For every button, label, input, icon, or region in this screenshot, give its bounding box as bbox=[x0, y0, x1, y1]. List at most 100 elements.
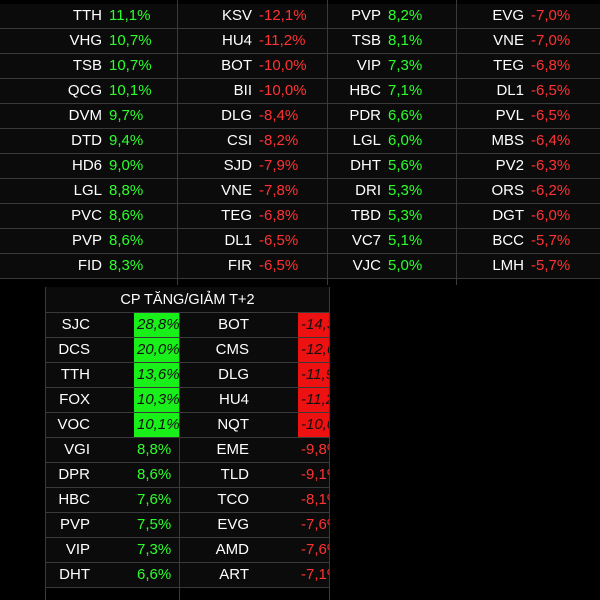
stock-symbol[interactable]: EVG bbox=[492, 7, 524, 24]
stock-symbol[interactable]: PVP bbox=[350, 7, 381, 24]
stock-symbol[interactable]: KSV bbox=[221, 7, 252, 24]
stock-symbol[interactable]: PVC bbox=[71, 207, 102, 224]
stock-symbol[interactable]: HD6 bbox=[71, 157, 102, 174]
stock-symbol[interactable]: PDR bbox=[349, 107, 381, 124]
stock-symbol[interactable]: TCO bbox=[217, 491, 249, 508]
table-row[interactable]: FID 8,3% bbox=[0, 254, 177, 279]
stock-symbol[interactable]: MBS bbox=[491, 132, 524, 149]
table-row[interactable]: PVL -6,5% bbox=[457, 104, 600, 129]
table-row[interactable]: FOX 10,3% bbox=[46, 388, 179, 413]
table-row[interactable]: LGL 8,8% bbox=[0, 179, 177, 204]
table-row[interactable]: DVM 9,7% bbox=[0, 104, 177, 129]
table-row[interactable]: DGT -6,0% bbox=[457, 204, 600, 229]
stock-symbol[interactable]: PVP bbox=[59, 516, 90, 533]
stock-symbol[interactable]: HU4 bbox=[218, 391, 249, 408]
stock-symbol[interactable]: DL1 bbox=[224, 232, 252, 249]
table-row[interactable]: TSB 10,7% bbox=[0, 54, 177, 79]
table-row[interactable]: CSI -8,2% bbox=[178, 129, 327, 154]
table-row[interactable]: ORS -6,2% bbox=[457, 179, 600, 204]
table-row[interactable]: TSB 8,1% bbox=[328, 29, 456, 54]
table-row[interactable]: HU4 -11,2% bbox=[180, 388, 329, 413]
stock-symbol[interactable]: VOC bbox=[57, 416, 90, 433]
stock-symbol[interactable]: ART bbox=[219, 566, 249, 583]
stock-symbol[interactable]: LGL bbox=[73, 182, 102, 199]
stock-symbol[interactable]: NQT bbox=[217, 416, 249, 433]
table-row[interactable]: PVP 7,5% bbox=[46, 513, 179, 538]
stock-symbol[interactable]: DLG bbox=[218, 366, 249, 383]
table-row[interactable]: LGL 6,0% bbox=[328, 129, 456, 154]
stock-symbol[interactable]: DRI bbox=[355, 182, 381, 199]
table-row[interactable]: DHT 5,6% bbox=[328, 154, 456, 179]
table-row[interactable]: DRI 5,3% bbox=[328, 179, 456, 204]
table-row[interactable]: PVC 8,6% bbox=[0, 204, 177, 229]
stock-symbol[interactable]: CSI bbox=[226, 132, 252, 149]
table-row[interactable]: BCC -5,7% bbox=[457, 229, 600, 254]
stock-symbol[interactable]: AMD bbox=[215, 541, 249, 558]
stock-symbol[interactable]: TBD bbox=[351, 207, 381, 224]
stock-symbol[interactable]: TLD bbox=[220, 466, 249, 483]
table-row[interactable]: BOT -14,3% bbox=[180, 313, 329, 338]
stock-symbol[interactable]: ORS bbox=[491, 182, 524, 199]
table-row[interactable]: HBC 7,1% bbox=[328, 79, 456, 104]
table-row[interactable]: VOC 10,1% bbox=[46, 413, 179, 438]
stock-symbol[interactable]: DLG bbox=[221, 107, 252, 124]
stock-symbol[interactable]: PVP bbox=[71, 232, 102, 249]
table-row[interactable]: HU4 -11,2% bbox=[178, 29, 327, 54]
stock-symbol[interactable]: LGL bbox=[352, 132, 381, 149]
table-row[interactable]: VC7 5,1% bbox=[328, 229, 456, 254]
stock-symbol[interactable]: FIR bbox=[227, 257, 252, 274]
stock-symbol[interactable]: HBC bbox=[349, 82, 381, 99]
table-row[interactable]: SJC 28,8% bbox=[46, 313, 179, 338]
stock-symbol[interactable]: DHT bbox=[350, 157, 381, 174]
table-row[interactable]: DL1 -6,5% bbox=[457, 79, 600, 104]
stock-symbol[interactable]: SJC bbox=[61, 316, 90, 333]
table-row[interactable]: KSV -12,1% bbox=[178, 4, 327, 29]
stock-symbol[interactable]: VNE bbox=[221, 182, 252, 199]
stock-symbol[interactable]: VIP bbox=[65, 541, 90, 558]
table-row[interactable]: SJD -7,9% bbox=[178, 154, 327, 179]
stock-symbol[interactable]: VIP bbox=[356, 57, 381, 74]
stock-symbol[interactable]: HBC bbox=[58, 491, 90, 508]
table-row[interactable]: MBS -6,4% bbox=[457, 129, 600, 154]
table-row[interactable]: TEG -6,8% bbox=[178, 204, 327, 229]
stock-symbol[interactable]: SJD bbox=[223, 157, 252, 174]
table-row[interactable]: CMS -12,6% bbox=[180, 338, 329, 363]
stock-symbol[interactable]: LMH bbox=[492, 257, 524, 274]
table-row[interactable]: PDR 6,6% bbox=[328, 104, 456, 129]
stock-symbol[interactable]: BII bbox=[233, 82, 252, 99]
table-row[interactable]: BII -10,0% bbox=[178, 79, 327, 104]
stock-symbol[interactable]: VC7 bbox=[351, 232, 381, 249]
stock-symbol[interactable]: FOX bbox=[59, 391, 90, 408]
table-row[interactable]: VNE -7,0% bbox=[457, 29, 600, 54]
stock-symbol[interactable]: DL1 bbox=[496, 82, 524, 99]
table-row[interactable]: NQT -10,0% bbox=[180, 413, 329, 438]
table-row[interactable]: HD6 9,0% bbox=[0, 154, 177, 179]
table-row[interactable]: TBD 5,3% bbox=[328, 204, 456, 229]
stock-symbol[interactable]: PV2 bbox=[495, 157, 524, 174]
stock-symbol[interactable]: EVG bbox=[217, 516, 249, 533]
table-row[interactable]: ART -7,1% bbox=[180, 563, 329, 588]
table-row[interactable]: TTH 11,1% bbox=[0, 4, 177, 29]
stock-symbol[interactable]: VHG bbox=[69, 32, 102, 49]
stock-symbol[interactable]: DGT bbox=[492, 207, 524, 224]
stock-symbol[interactable]: VJC bbox=[352, 257, 381, 274]
table-row[interactable]: EVG -7,6% bbox=[180, 513, 329, 538]
table-row[interactable]: TCO -8,1% bbox=[180, 488, 329, 513]
stock-symbol[interactable]: QCG bbox=[67, 82, 102, 99]
table-row[interactable]: DPR 8,6% bbox=[46, 463, 179, 488]
table-row[interactable]: DLG -11,9% bbox=[180, 363, 329, 388]
stock-symbol[interactable]: BOT bbox=[221, 57, 252, 74]
table-row[interactable]: EME -9,8% bbox=[180, 438, 329, 463]
stock-symbol[interactable]: DVM bbox=[68, 107, 102, 124]
table-row[interactable]: TEG -6,8% bbox=[457, 54, 600, 79]
stock-symbol[interactable]: TEG bbox=[493, 57, 524, 74]
stock-symbol[interactable]: TEG bbox=[221, 207, 252, 224]
table-row[interactable]: HBC 7,6% bbox=[46, 488, 179, 513]
stock-symbol[interactable]: VNE bbox=[493, 32, 524, 49]
table-row[interactable]: TLD -9,1% bbox=[180, 463, 329, 488]
table-row[interactable]: QCG 10,1% bbox=[0, 79, 177, 104]
stock-symbol[interactable]: TSB bbox=[72, 57, 102, 74]
table-row[interactable]: LMH -5,7% bbox=[457, 254, 600, 279]
table-row[interactable]: DHT 6,6% bbox=[46, 563, 179, 588]
stock-symbol[interactable]: DCS bbox=[58, 341, 90, 358]
